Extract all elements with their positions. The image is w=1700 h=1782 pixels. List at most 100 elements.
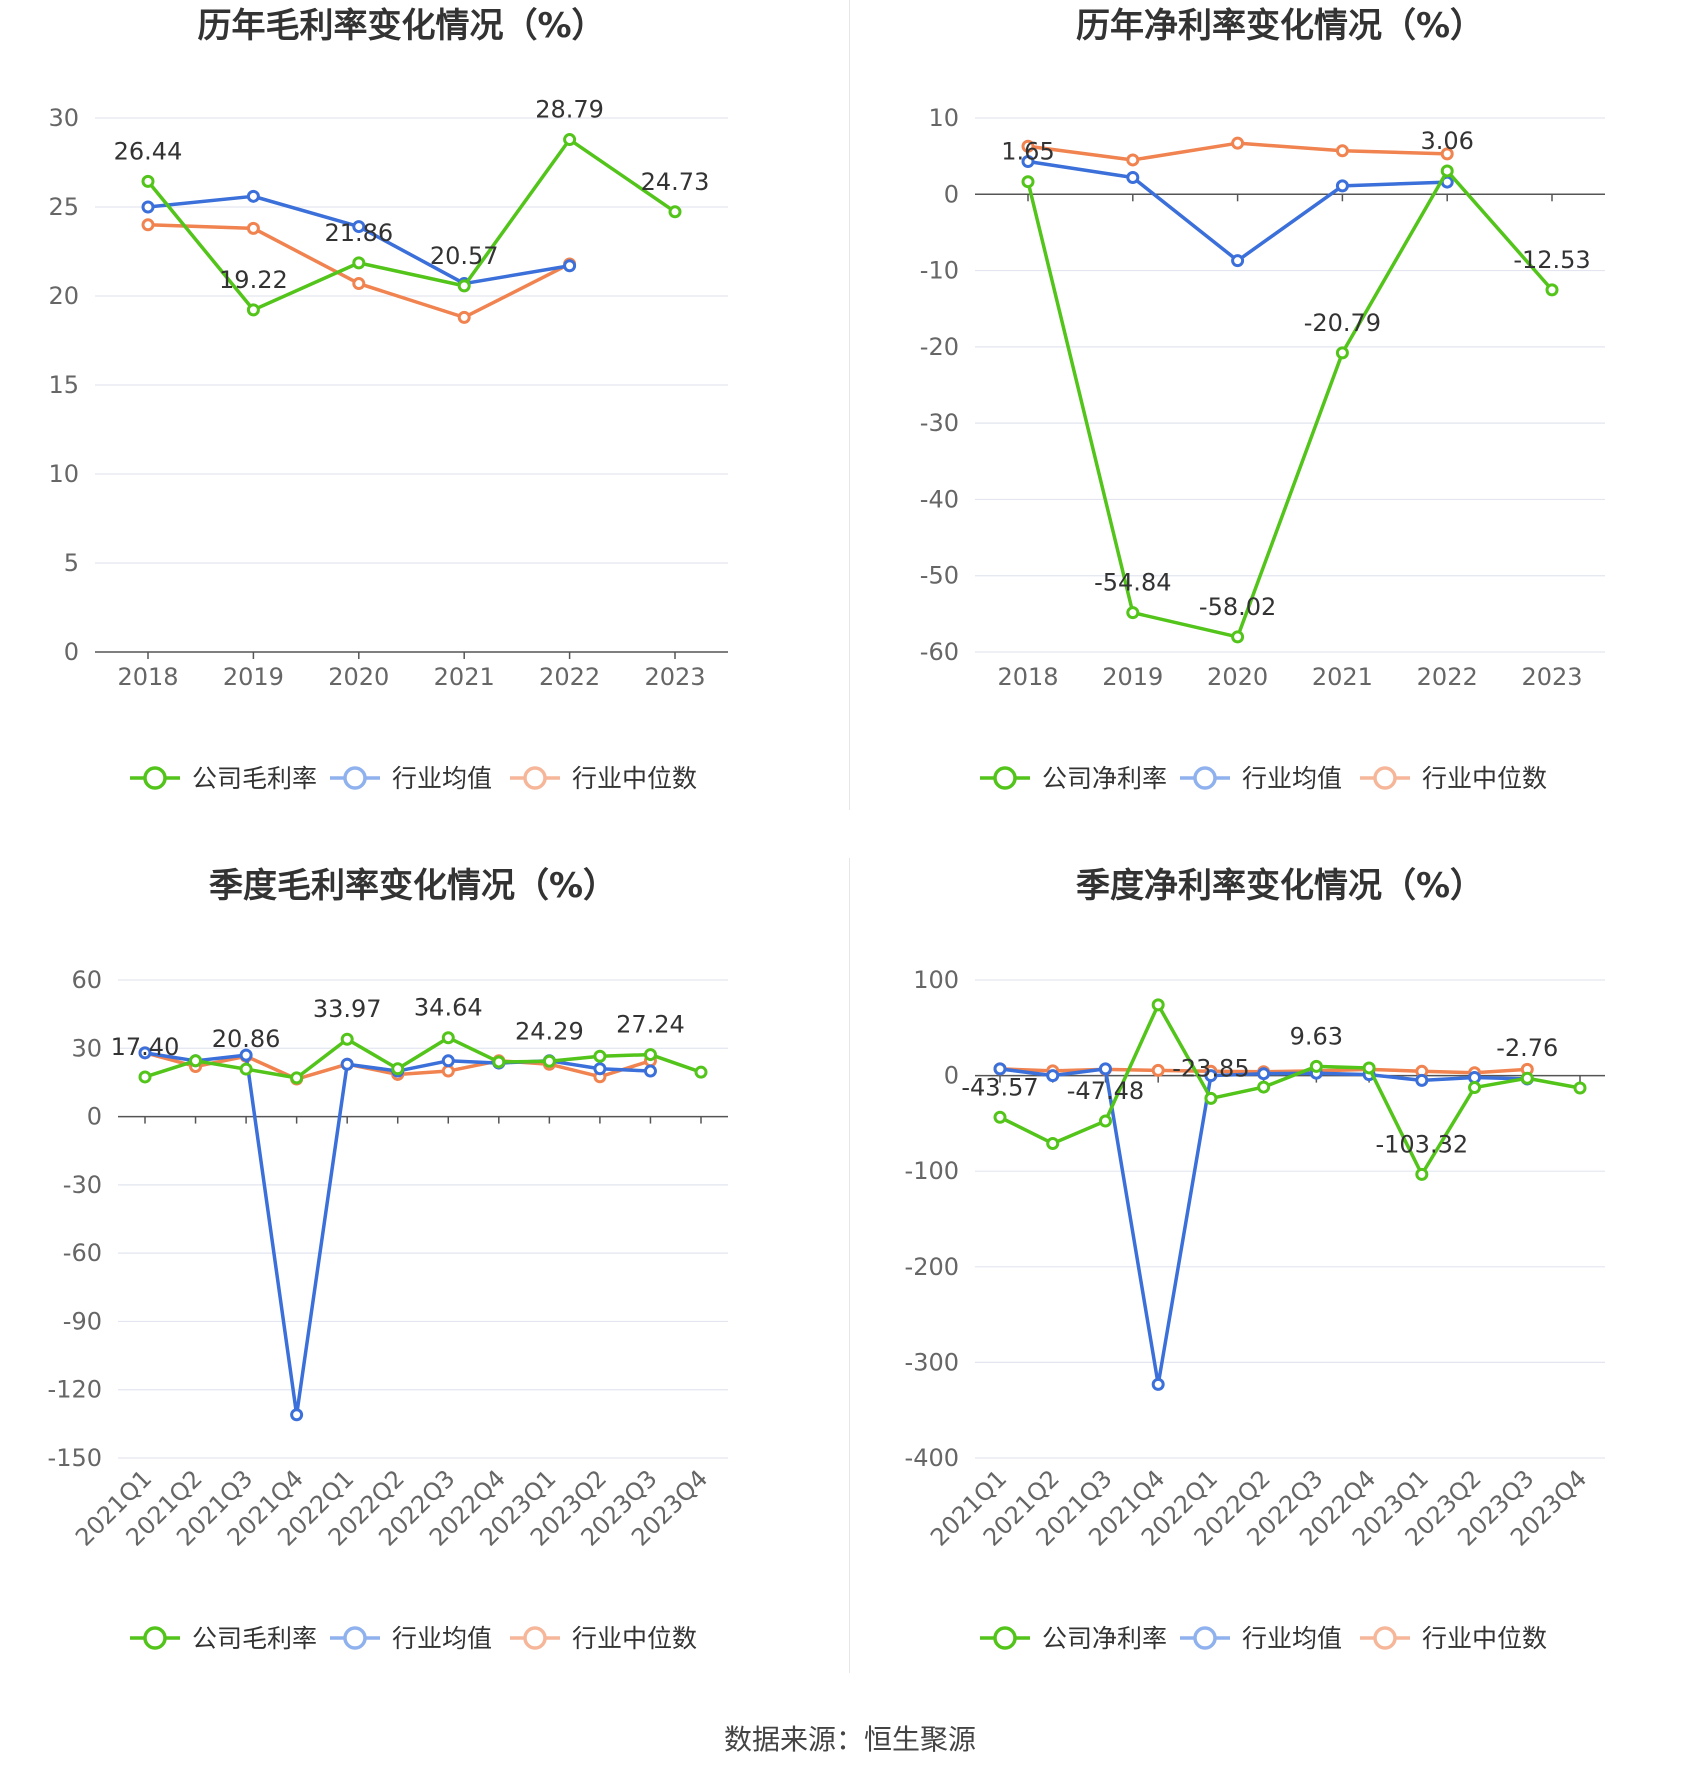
data-point[interactable]	[492, 1055, 506, 1069]
data-point[interactable]	[1440, 164, 1454, 178]
y-tick-label: 0	[64, 638, 79, 666]
data-point[interactable]	[1126, 153, 1140, 167]
data-point[interactable]	[1335, 144, 1349, 158]
data-point[interactable]	[441, 1064, 455, 1078]
data-point[interactable]	[668, 205, 682, 219]
data-point[interactable]	[1415, 1167, 1429, 1181]
data-label: 20.57	[430, 242, 499, 270]
legend-item[interactable]: 行业中位数	[1360, 764, 1547, 793]
data-point[interactable]	[239, 1062, 253, 1076]
legend-marker	[343, 1626, 367, 1650]
data-point[interactable]	[441, 1054, 455, 1068]
y-tick-label: -40	[920, 485, 959, 513]
data-point[interactable]	[593, 1062, 607, 1076]
data-point[interactable]	[1098, 1062, 1112, 1076]
annual-gross-margin-chart: 历年毛利率变化情况（%） 0 5 10 15 20 25 30 2018 2019 2020 2021…	[0, 0, 850, 860]
data-point[interactable]	[1021, 139, 1035, 153]
data-label: -58.02	[1199, 593, 1276, 621]
data-point[interactable]	[340, 1057, 354, 1071]
data-label: -47.48	[1067, 1077, 1144, 1105]
x-tick-label: 2021	[1312, 663, 1373, 691]
data-point[interactable]	[993, 1062, 1007, 1076]
data-point[interactable]	[1151, 1377, 1165, 1391]
data-point[interactable]	[1520, 1071, 1534, 1085]
data-point[interactable]	[1204, 1091, 1218, 1105]
data-point[interactable]	[1257, 1080, 1271, 1094]
data-label: 26.44	[114, 137, 183, 165]
series-line	[146, 137, 676, 312]
data-point[interactable]	[1231, 136, 1245, 150]
data-point[interactable]	[1046, 1136, 1060, 1150]
data-point[interactable]	[1231, 630, 1245, 644]
data-point[interactable]	[352, 220, 366, 234]
legend-item[interactable]: 行业中位数	[1360, 1624, 1547, 1653]
data-point[interactable]	[239, 1048, 253, 1062]
legend-item[interactable]: 行业均值	[1180, 764, 1342, 793]
data-point[interactable]	[1231, 254, 1245, 268]
data-point[interactable]	[1362, 1061, 1376, 1075]
data-point[interactable]	[457, 310, 471, 324]
data-point[interactable]	[290, 1408, 304, 1422]
data-point[interactable]	[1468, 1071, 1482, 1085]
legend-item[interactable]: 行业均值	[330, 1624, 492, 1653]
data-point[interactable]	[1415, 1073, 1429, 1087]
data-point[interactable]	[290, 1071, 304, 1085]
data-point[interactable]	[1440, 147, 1454, 161]
data-point[interactable]	[1151, 1063, 1165, 1077]
data-point[interactable]	[1021, 154, 1035, 168]
data-point[interactable]	[138, 1070, 152, 1084]
data-point[interactable]	[563, 133, 577, 147]
data-point[interactable]	[643, 1048, 657, 1062]
data-point[interactable]	[542, 1054, 556, 1068]
data-point[interactable]	[1468, 1081, 1482, 1095]
data-label: -12.53	[1513, 246, 1590, 274]
data-point[interactable]	[246, 303, 260, 317]
data-point[interactable]	[1021, 175, 1035, 189]
data-point[interactable]	[1126, 606, 1140, 620]
y-tick-label: 60	[71, 966, 102, 994]
data-point[interactable]	[1545, 283, 1559, 297]
legend-item[interactable]: 行业中位数	[510, 1624, 697, 1653]
data-point[interactable]	[246, 189, 260, 203]
series-line	[999, 1067, 1528, 1387]
y-tick-label: -60	[63, 1239, 102, 1267]
chart-title: 历年净利率变化情况（%）	[1076, 6, 1484, 46]
legend-item[interactable]: 行业均值	[1180, 1624, 1342, 1653]
data-point[interactable]	[1151, 998, 1165, 1012]
data-point[interactable]	[563, 259, 577, 273]
data-point[interactable]	[246, 221, 260, 235]
data-point[interactable]	[1335, 179, 1349, 193]
data-point[interactable]	[352, 256, 366, 270]
legend-item[interactable]: 行业中位数	[510, 764, 697, 793]
legend-item[interactable]: 公司净利率	[980, 1624, 1167, 1653]
data-point[interactable]	[643, 1064, 657, 1078]
data-point[interactable]	[352, 277, 366, 291]
data-point[interactable]	[391, 1062, 405, 1076]
legend-item[interactable]: 公司毛利率	[130, 764, 317, 793]
data-point[interactable]	[1335, 346, 1349, 360]
data-point[interactable]	[694, 1065, 708, 1079]
data-point[interactable]	[457, 279, 471, 293]
data-point[interactable]	[1046, 1069, 1060, 1083]
data-point[interactable]	[993, 1110, 1007, 1124]
data-point[interactable]	[1257, 1067, 1271, 1081]
legend-item[interactable]: 公司毛利率	[130, 1624, 317, 1653]
data-point[interactable]	[1573, 1081, 1587, 1095]
data-point[interactable]	[141, 174, 155, 188]
data-point[interactable]	[189, 1054, 203, 1068]
data-point[interactable]	[441, 1031, 455, 1045]
data-point[interactable]	[141, 200, 155, 214]
data-point[interactable]	[1204, 1069, 1218, 1083]
data-point[interactable]	[138, 1046, 152, 1060]
data-point[interactable]	[1126, 171, 1140, 185]
legend-item[interactable]: 公司净利率	[980, 764, 1167, 793]
data-point[interactable]	[141, 218, 155, 232]
legend-item[interactable]: 行业均值	[330, 764, 492, 793]
data-point[interactable]	[1098, 1114, 1112, 1128]
data-label: 24.29	[515, 1017, 584, 1045]
quarterly-gross-margin-chart: 季度毛利率变化情况（%） -150 -120 -90 -60 -30 0 30 60 2021Q1…	[0, 860, 850, 1720]
data-point[interactable]	[340, 1032, 354, 1046]
data-point[interactable]	[593, 1049, 607, 1063]
data-point[interactable]	[1309, 1059, 1323, 1073]
y-tick-label: -60	[920, 638, 959, 666]
